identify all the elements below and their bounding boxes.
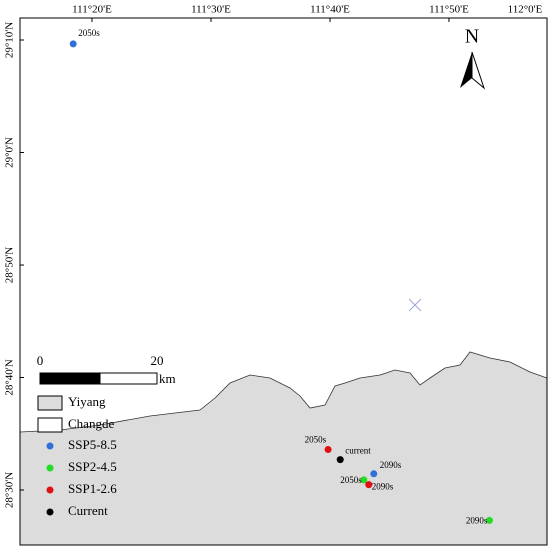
legend-label: SSP5-8.5 (68, 437, 117, 452)
point-label: 2050s (340, 475, 362, 485)
yiyang-region (19, 351, 548, 546)
x-tick-label: 112°0'E (508, 4, 543, 16)
cross-marker (408, 298, 422, 312)
point-label: 2050s (305, 435, 327, 445)
legend-marker (46, 508, 54, 516)
scale-unit: km (159, 371, 176, 386)
point-label: 2090s (380, 460, 402, 470)
point (69, 40, 77, 48)
north-label: N (465, 26, 479, 48)
point (370, 470, 378, 478)
legend-marker (46, 486, 54, 494)
map-frame (19, 17, 548, 546)
y-tick-label: 28°50'N (4, 247, 16, 283)
y-tick-label: 29°0'N (4, 137, 16, 168)
x-tick-label: 111°20'E (72, 4, 112, 16)
legend-label: SSP2-4.5 (68, 459, 117, 474)
y-tick-label: 28°30'N (4, 472, 16, 508)
legend-marker (46, 442, 54, 450)
x-tick-label: 111°30'E (191, 4, 231, 16)
legend-label: Current (68, 503, 108, 518)
point (365, 481, 373, 489)
legend-label: Changde (68, 416, 114, 431)
point-label: current (345, 446, 371, 456)
x-tick-label: 111°40'E (310, 4, 350, 16)
point (336, 456, 344, 464)
legend-swatch (37, 417, 63, 433)
point (360, 476, 368, 484)
point (485, 516, 493, 524)
point-label: 2090s (466, 515, 488, 525)
point-label: 2050s (78, 28, 100, 38)
y-tick-label: 29°10'N (4, 22, 16, 58)
point-label: 2090s (372, 482, 394, 492)
north-arrow: N (460, 26, 486, 90)
point (324, 445, 332, 453)
scale-tick: 20 (151, 353, 164, 368)
legend-swatch (37, 395, 63, 411)
legend-label: SSP1-2.6 (68, 481, 117, 496)
legend-label: Yiyang (68, 394, 106, 409)
y-tick-label: 28°40'N (4, 359, 16, 395)
legend-marker (46, 464, 54, 472)
x-tick-label: 111°50'E (429, 4, 469, 16)
scale-bar: 0 20 km (37, 353, 176, 386)
scale-tick: 0 (37, 353, 44, 368)
